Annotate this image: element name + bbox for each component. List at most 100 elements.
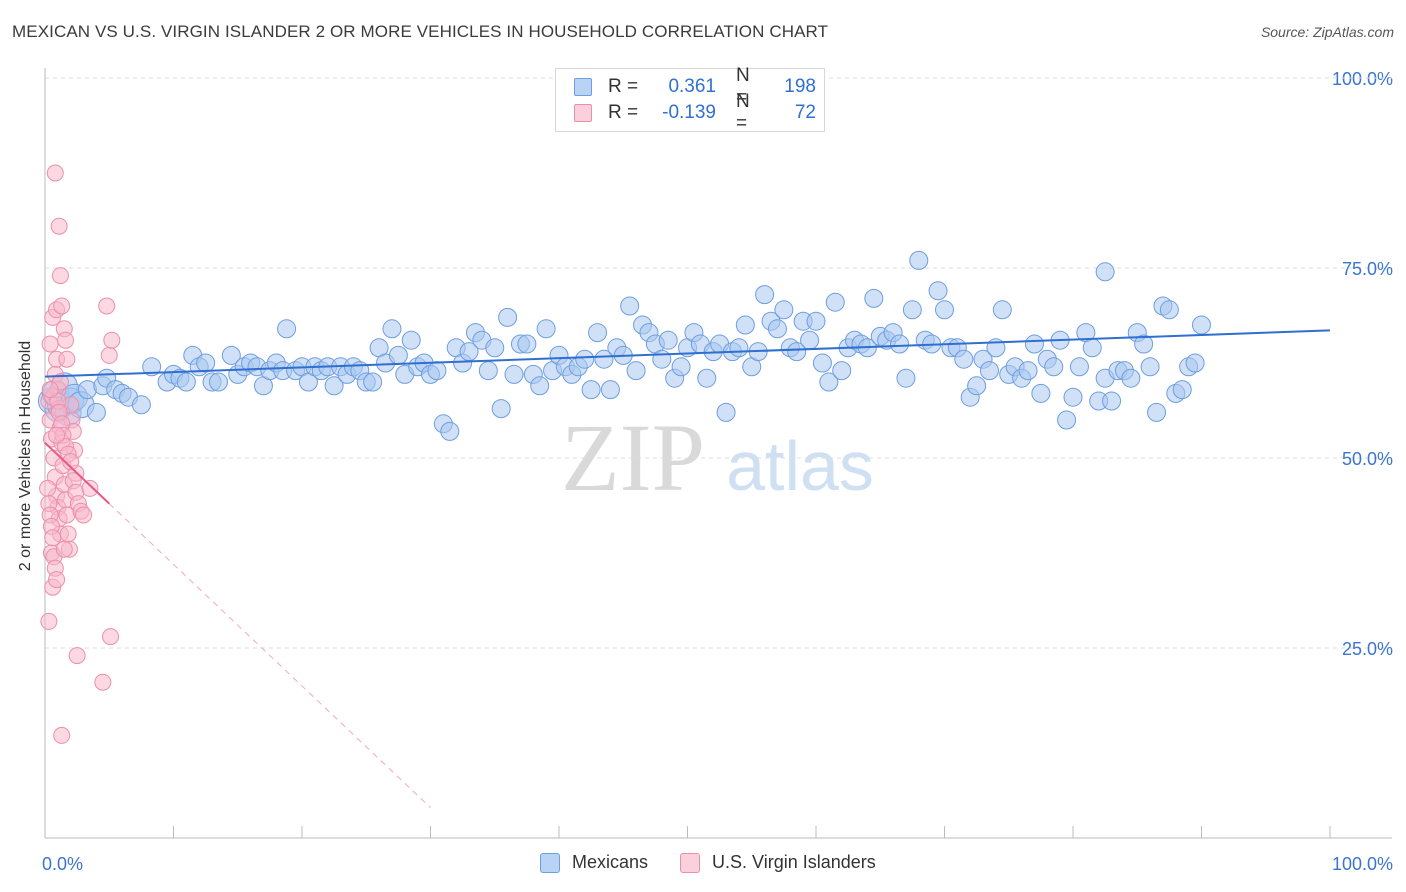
point-virgin-islanders <box>44 529 62 547</box>
legend-r-value: -0.139 <box>662 102 716 123</box>
point-virgin-islanders <box>55 540 73 558</box>
legend-swatch-pink <box>680 852 701 873</box>
point-virgin-islanders <box>100 346 118 364</box>
point-mexicans <box>536 319 556 339</box>
point-mexicans <box>196 353 216 373</box>
point-mexicans <box>890 334 910 354</box>
point-virgin-islanders <box>94 673 112 691</box>
legend-label: U.S. Virgin Islanders <box>712 852 876 872</box>
point-mexicans <box>909 250 929 270</box>
point-mexicans <box>382 319 402 339</box>
point-virgin-islanders <box>57 331 75 349</box>
point-mexicans <box>935 300 954 320</box>
point-mexicans <box>142 357 162 377</box>
point-virgin-islanders <box>103 331 121 349</box>
point-mexicans <box>979 361 999 381</box>
point-mexicans <box>363 372 383 392</box>
point-mexicans <box>581 380 601 400</box>
point-mexicans <box>620 296 640 316</box>
legend-row-mexicans: R = 0.361 N = 198 <box>574 65 816 108</box>
point-mexicans <box>530 376 550 396</box>
point-mexicans <box>1102 391 1122 411</box>
legend-item-mexicans[interactable]: Mexicans <box>540 852 648 873</box>
point-mexicans <box>1159 300 1179 320</box>
point-mexicans <box>1057 410 1077 430</box>
point-mexicans <box>1031 383 1051 403</box>
point-virgin-islanders <box>40 612 58 630</box>
point-virgin-islanders <box>75 506 93 524</box>
x-tick-label: 0.0% <box>42 854 83 874</box>
point-mexicans <box>626 361 646 381</box>
source-note: Source: ZipAtlas.com <box>1260 24 1394 40</box>
point-virgin-islanders <box>53 297 71 315</box>
point-mexicans <box>1063 387 1083 407</box>
legend-r-label: R = <box>608 76 639 97</box>
point-virgin-islanders <box>59 525 77 543</box>
point-virgin-islanders <box>98 297 116 315</box>
point-virgin-islanders <box>53 726 71 744</box>
point-mexicans <box>806 311 826 331</box>
point-mexicans <box>1192 315 1211 335</box>
legend-n-label: N = <box>736 65 750 108</box>
point-mexicans <box>517 334 537 354</box>
point-mexicans <box>504 364 524 384</box>
point-mexicans <box>697 368 717 388</box>
point-mexicans <box>401 330 421 350</box>
point-mexicans <box>819 372 839 392</box>
point-mexicans <box>832 361 852 381</box>
trendline-extension-virgin-islanders <box>108 503 431 808</box>
point-mexicans <box>1172 380 1192 400</box>
point-mexicans <box>812 353 832 373</box>
point-mexicans <box>864 288 884 308</box>
point-mexicans <box>729 338 749 358</box>
legend-r-value: 0.361 <box>668 76 716 97</box>
point-virgin-islanders <box>51 267 69 285</box>
point-mexicans <box>221 345 241 365</box>
point-mexicans <box>902 300 922 320</box>
point-mexicans <box>1147 402 1167 422</box>
y-tick-label: 100.0% <box>1332 69 1393 89</box>
legend-n-label: N = <box>736 91 750 134</box>
y-tick-label: 75.0% <box>1342 259 1393 279</box>
point-mexicans <box>440 421 460 441</box>
point-mexicans <box>324 376 344 396</box>
legend-swatch-blue <box>540 852 560 873</box>
point-mexicans <box>767 319 787 339</box>
y-tick-label: 25.0% <box>1342 639 1393 659</box>
point-mexicans <box>658 330 678 350</box>
legend-item-virgin-islanders[interactable]: U.S. Virgin Islanders <box>680 852 876 873</box>
point-mexicans <box>825 292 845 312</box>
point-virgin-islanders <box>48 571 66 589</box>
point-mexicans <box>774 300 794 320</box>
point-mexicans <box>478 361 498 381</box>
y-tick-label: 50.0% <box>1342 449 1393 469</box>
point-virgin-islanders <box>41 335 59 353</box>
point-mexicans <box>1095 262 1115 282</box>
point-mexicans <box>594 349 614 369</box>
point-mexicans <box>86 402 106 422</box>
watermark-atlas: atlas <box>726 427 874 505</box>
point-virgin-islanders <box>81 479 99 497</box>
point-mexicans <box>755 285 775 305</box>
point-virgin-islanders <box>62 453 80 471</box>
point-virgin-islanders <box>102 628 120 646</box>
point-virgin-islanders <box>39 479 57 497</box>
legend-n-value: 198 <box>784 76 816 97</box>
point-mexicans <box>954 349 974 369</box>
point-mexicans <box>588 323 608 343</box>
legend-swatch-blue <box>574 78 592 96</box>
point-mexicans <box>992 300 1012 320</box>
point-virgin-islanders <box>46 164 64 182</box>
point-mexicans <box>208 372 228 392</box>
legend-r-label: R = <box>608 102 639 123</box>
series-legend: Mexicans U.S. Virgin Islanders <box>540 852 908 873</box>
point-virgin-islanders <box>58 350 76 368</box>
point-mexicans <box>131 395 151 415</box>
point-mexicans <box>1082 338 1102 358</box>
point-mexicans <box>485 338 505 358</box>
point-mexicans <box>928 281 948 301</box>
point-mexicans <box>1024 334 1044 354</box>
trendline-mexicans <box>44 329 1331 378</box>
point-mexicans <box>1044 357 1064 377</box>
